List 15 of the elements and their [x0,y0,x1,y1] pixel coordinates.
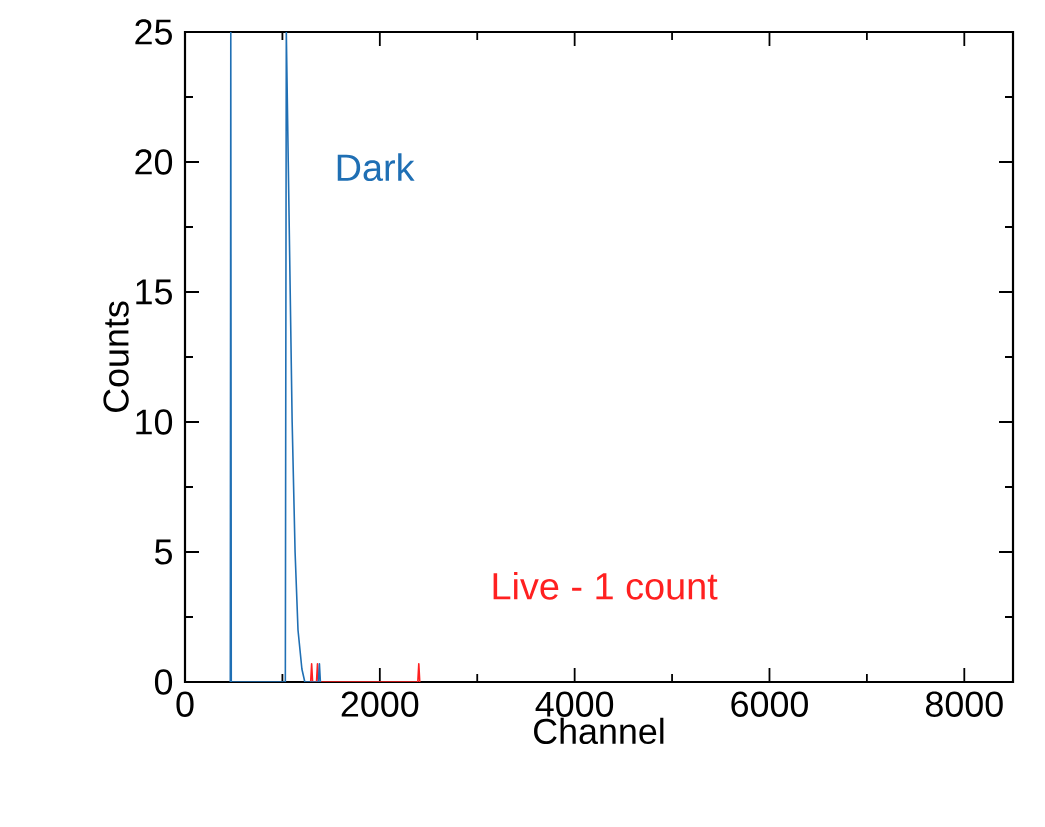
x-tick-label: 2000 [341,691,419,717]
series-label: Dark [337,153,415,182]
y-tick-label: 0 [154,669,173,695]
text: Live - 1 count [493,571,718,600]
x-tick-label: 4000 [535,691,614,717]
y-tick-label: 15 [136,279,172,305]
y-axis-title: Counts [103,301,129,412]
x-tick-label: 6000 [731,691,808,717]
x-tick-label: 8000 [925,691,1003,717]
y-tick-label: 5 [154,539,172,565]
y-tick-label: 25 [135,19,172,45]
y-tick-label: 10 [136,409,173,435]
y-tick-label: 20 [135,149,173,175]
x-axis-title: Channel [534,717,664,745]
x-tick-label: 0 [176,691,194,717]
